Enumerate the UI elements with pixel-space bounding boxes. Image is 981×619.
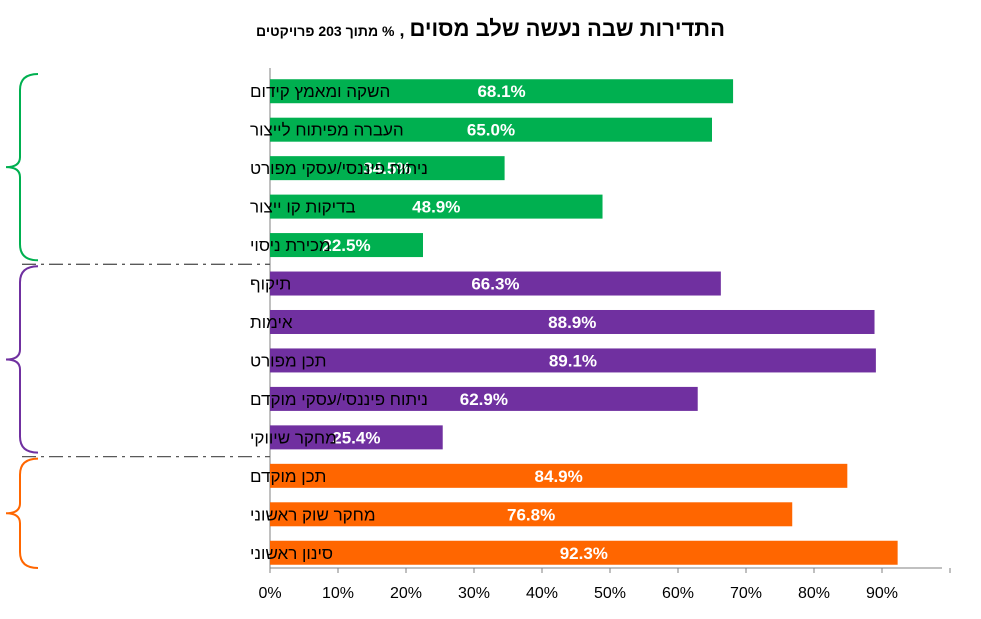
category-label: העברה מפיתוח לייצור bbox=[250, 121, 404, 140]
bar bbox=[270, 348, 876, 373]
bar bbox=[270, 79, 734, 104]
group-brace bbox=[5, 457, 39, 569]
category-label: סינון ראשוני bbox=[250, 544, 333, 563]
x-tick-label: 10% bbox=[322, 585, 354, 602]
chart-title-block: התדירות שבה נעשה שלב מסוים , % מתוך 203 … bbox=[0, 16, 981, 42]
bar bbox=[270, 233, 423, 258]
bar bbox=[270, 386, 698, 411]
data-label: 34.5% bbox=[363, 159, 411, 178]
x-tick-label: 20% bbox=[390, 585, 422, 602]
category-label: אימות bbox=[250, 313, 293, 332]
x-tick-label: 80% bbox=[798, 585, 830, 602]
bar bbox=[270, 540, 898, 565]
category-label: בדיקות קו ייצור bbox=[250, 198, 356, 217]
category-label: תיקוף bbox=[250, 275, 291, 294]
data-label: 68.1% bbox=[477, 82, 525, 101]
category-label: השקה ומאמץ קידום bbox=[250, 82, 390, 101]
data-label: 84.9% bbox=[535, 467, 583, 486]
data-label: 22.5% bbox=[322, 236, 370, 255]
data-label: 48.9% bbox=[412, 198, 460, 217]
x-tick-label: 40% bbox=[526, 585, 558, 602]
bar bbox=[270, 271, 721, 296]
category-label: ניתוח פיננסי/עסקי מפורט bbox=[250, 159, 428, 178]
bar bbox=[270, 194, 603, 219]
x-tick-label: 90% bbox=[866, 585, 898, 602]
bar bbox=[270, 309, 875, 334]
x-tick-label: 50% bbox=[594, 585, 626, 602]
bar bbox=[270, 425, 443, 450]
category-label: תכן מוקדם bbox=[250, 467, 326, 486]
bar bbox=[270, 117, 712, 142]
chart-subtitle: % מתוך 203 פרויקטים bbox=[256, 23, 395, 39]
category-label: ניתוח פיננסי/עסקי מוקדם bbox=[250, 390, 428, 409]
data-label: 89.1% bbox=[549, 351, 597, 370]
data-label: 76.8% bbox=[507, 505, 555, 524]
chart-title: התדירות שבה נעשה שלב מסוים bbox=[409, 16, 725, 41]
data-label: 65.0% bbox=[467, 121, 515, 140]
data-label: 25.4% bbox=[332, 428, 380, 447]
bar bbox=[270, 156, 505, 181]
x-tick-label: 60% bbox=[662, 585, 694, 602]
group-brace bbox=[5, 265, 39, 454]
chart-title-separator: , bbox=[394, 20, 410, 40]
data-label: 62.9% bbox=[460, 390, 508, 409]
bar bbox=[270, 463, 848, 488]
category-label: מחקר שיווקי bbox=[250, 428, 337, 447]
group-brace bbox=[5, 73, 39, 262]
data-label: 92.3% bbox=[560, 544, 608, 563]
data-label: 88.9% bbox=[548, 313, 596, 332]
bar bbox=[270, 502, 793, 527]
x-tick-label: 30% bbox=[458, 585, 490, 602]
category-label: תכן מפורט bbox=[250, 351, 326, 370]
x-tick-label: 0% bbox=[258, 585, 281, 602]
category-label: מכירת ניסוי bbox=[250, 236, 331, 255]
category-label: מחקר שוק ראשוני bbox=[250, 505, 376, 524]
x-tick-label: 70% bbox=[730, 585, 762, 602]
data-label: 66.3% bbox=[471, 275, 519, 294]
